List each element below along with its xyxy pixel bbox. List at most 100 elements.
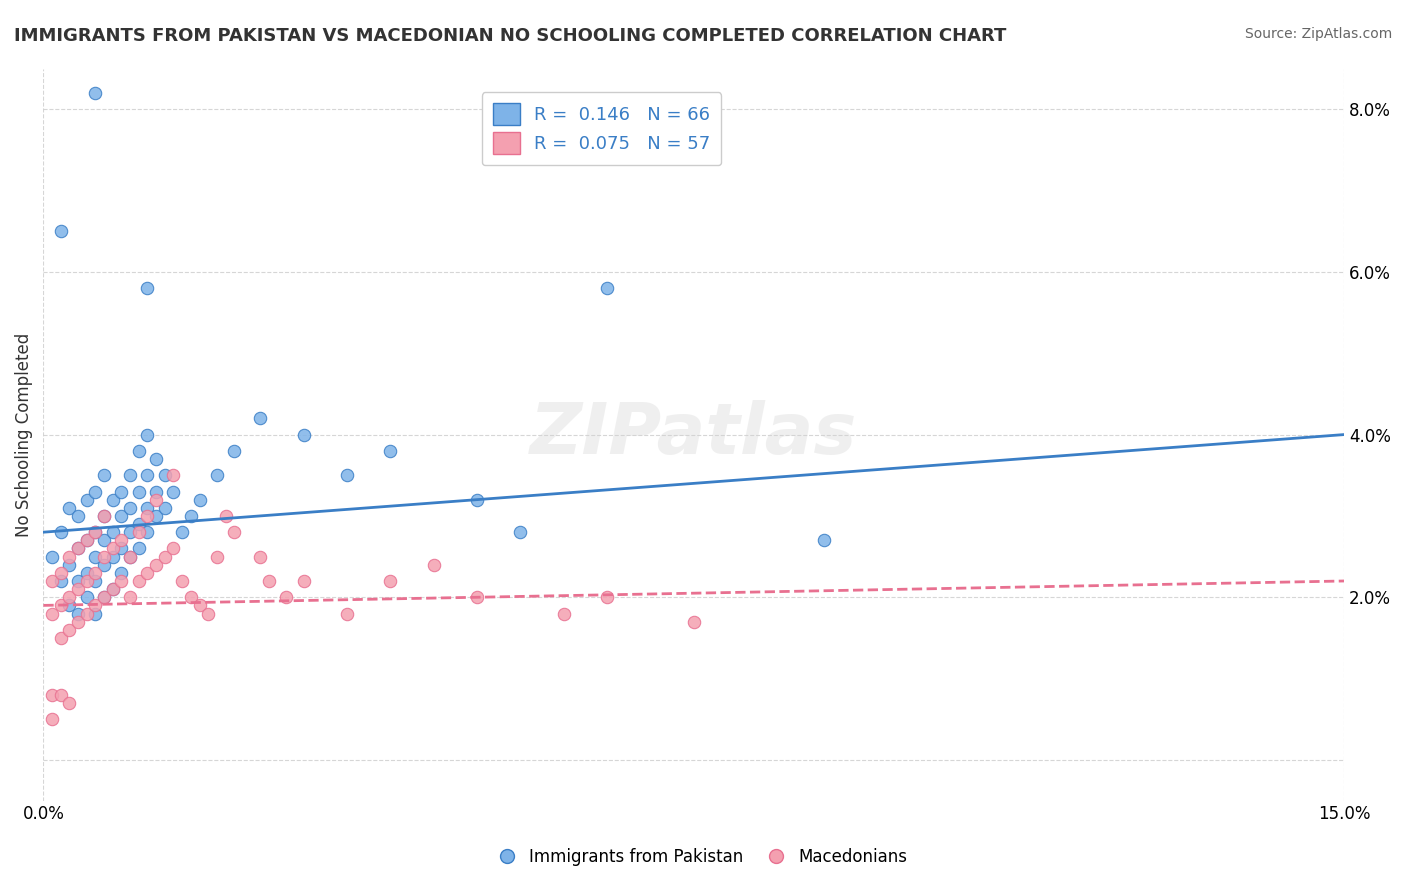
Point bbox=[336, 607, 359, 621]
Point bbox=[128, 525, 150, 540]
Point bbox=[336, 468, 359, 483]
Point bbox=[153, 468, 176, 483]
Point bbox=[292, 427, 315, 442]
Point bbox=[49, 631, 72, 645]
Point bbox=[101, 541, 124, 556]
Point bbox=[380, 574, 402, 588]
Text: IMMIGRANTS FROM PAKISTAN VS MACEDONIAN NO SCHOOLING COMPLETED CORRELATION CHART: IMMIGRANTS FROM PAKISTAN VS MACEDONIAN N… bbox=[14, 27, 1007, 45]
Point bbox=[145, 558, 167, 572]
Point bbox=[93, 508, 115, 523]
Point bbox=[596, 591, 619, 605]
Point bbox=[101, 549, 124, 564]
Point bbox=[249, 411, 271, 425]
Point bbox=[205, 549, 228, 564]
Point bbox=[110, 541, 132, 556]
Point bbox=[224, 525, 246, 540]
Legend: R =  0.146   N = 66, R =  0.075   N = 57: R = 0.146 N = 66, R = 0.075 N = 57 bbox=[482, 92, 721, 165]
Point bbox=[101, 582, 124, 596]
Point bbox=[128, 443, 150, 458]
Point bbox=[84, 525, 107, 540]
Point bbox=[153, 549, 176, 564]
Point bbox=[101, 492, 124, 507]
Point bbox=[76, 607, 98, 621]
Point bbox=[276, 591, 298, 605]
Point bbox=[67, 607, 90, 621]
Point bbox=[93, 549, 115, 564]
Point bbox=[136, 566, 159, 580]
Point bbox=[93, 533, 115, 548]
Point bbox=[180, 508, 202, 523]
Point bbox=[128, 484, 150, 499]
Point bbox=[84, 574, 107, 588]
Point bbox=[162, 468, 184, 483]
Point bbox=[93, 591, 115, 605]
Point bbox=[162, 484, 184, 499]
Point bbox=[128, 541, 150, 556]
Point bbox=[120, 468, 142, 483]
Point bbox=[128, 516, 150, 531]
Point bbox=[41, 607, 63, 621]
Point bbox=[145, 484, 167, 499]
Point bbox=[172, 525, 194, 540]
Point bbox=[41, 712, 63, 726]
Point bbox=[509, 525, 531, 540]
Point bbox=[93, 591, 115, 605]
Point bbox=[136, 427, 159, 442]
Point bbox=[67, 615, 90, 629]
Point bbox=[120, 549, 142, 564]
Point bbox=[84, 607, 107, 621]
Point bbox=[58, 696, 80, 710]
Point bbox=[120, 500, 142, 515]
Point bbox=[76, 533, 98, 548]
Point bbox=[58, 558, 80, 572]
Point bbox=[49, 525, 72, 540]
Point bbox=[188, 492, 211, 507]
Point bbox=[380, 443, 402, 458]
Point bbox=[41, 549, 63, 564]
Point bbox=[224, 443, 246, 458]
Point bbox=[76, 591, 98, 605]
Point bbox=[41, 574, 63, 588]
Point bbox=[84, 525, 107, 540]
Point bbox=[93, 508, 115, 523]
Point bbox=[41, 688, 63, 702]
Point bbox=[93, 558, 115, 572]
Point bbox=[49, 599, 72, 613]
Point bbox=[101, 582, 124, 596]
Point bbox=[84, 549, 107, 564]
Point bbox=[292, 574, 315, 588]
Point bbox=[110, 566, 132, 580]
Point bbox=[813, 533, 835, 548]
Point bbox=[93, 468, 115, 483]
Point bbox=[58, 623, 80, 637]
Point bbox=[49, 574, 72, 588]
Point bbox=[58, 500, 80, 515]
Point bbox=[120, 549, 142, 564]
Point bbox=[101, 525, 124, 540]
Point bbox=[172, 574, 194, 588]
Point bbox=[188, 599, 211, 613]
Point bbox=[67, 541, 90, 556]
Text: ZIPatlas: ZIPatlas bbox=[530, 401, 858, 469]
Point bbox=[682, 615, 704, 629]
Point bbox=[84, 86, 107, 100]
Point bbox=[596, 281, 619, 295]
Point bbox=[249, 549, 271, 564]
Point bbox=[84, 599, 107, 613]
Point bbox=[49, 688, 72, 702]
Point bbox=[465, 591, 488, 605]
Point bbox=[153, 500, 176, 515]
Point bbox=[76, 566, 98, 580]
Point bbox=[58, 599, 80, 613]
Point bbox=[136, 525, 159, 540]
Point bbox=[110, 533, 132, 548]
Point bbox=[136, 281, 159, 295]
Point bbox=[136, 468, 159, 483]
Point bbox=[128, 574, 150, 588]
Point bbox=[49, 224, 72, 238]
Point bbox=[110, 484, 132, 499]
Point bbox=[120, 525, 142, 540]
Point bbox=[180, 591, 202, 605]
Point bbox=[67, 541, 90, 556]
Point bbox=[84, 566, 107, 580]
